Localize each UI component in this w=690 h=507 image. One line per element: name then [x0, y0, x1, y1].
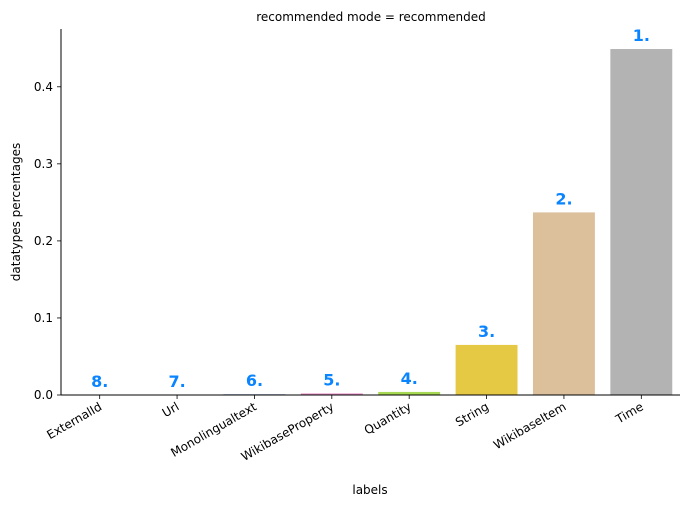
x-tick-label: ExternalId [44, 399, 104, 442]
y-tick-label: 0.4 [34, 80, 53, 94]
x-axis-label: labels [352, 483, 387, 497]
rank-label-3: 6. [246, 371, 263, 390]
bar-wikibaseproperty [300, 393, 363, 395]
y-tick-label: 0.2 [34, 234, 53, 248]
rank-label-6: 3. [478, 322, 495, 341]
y-axis: 0.0 0.1 0.2 0.3 0.4 [34, 29, 62, 402]
x-tick-label: Time [613, 399, 646, 426]
bar-string [455, 344, 518, 395]
rank-label-2: 7. [168, 372, 185, 391]
x-axis: ExternalId UrlMonolingualtextWikibaseProp… [44, 394, 680, 464]
y-tick-label: 0.3 [34, 157, 53, 171]
x-tick-label: WikibaseItem [491, 399, 568, 452]
chart-title: recommended mode = recommended [256, 10, 485, 24]
bars-group [223, 49, 673, 395]
y-axis-label: datatypes percentages [9, 143, 23, 281]
rank-labels-group: 8. 7. 6. 5. 4. 3. 2. 1. [91, 26, 650, 391]
bar-time [610, 49, 673, 395]
x-tick-label: Url [160, 399, 182, 420]
rank-label-5: 4. [401, 369, 418, 388]
rank-label-1: 8. [91, 372, 108, 391]
y-tick-label: 0.0 [34, 388, 53, 402]
bar-wikibaseitem [532, 212, 595, 395]
rank-label-4: 5. [323, 370, 340, 389]
bar-quantity [378, 391, 441, 395]
y-tick-label: 0.1 [34, 311, 53, 325]
x-tick-label: String [453, 399, 491, 429]
x-tick-label: Quantity [362, 399, 414, 437]
rank-label-7: 2. [555, 189, 572, 208]
rank-label-8: 1. [633, 26, 650, 45]
